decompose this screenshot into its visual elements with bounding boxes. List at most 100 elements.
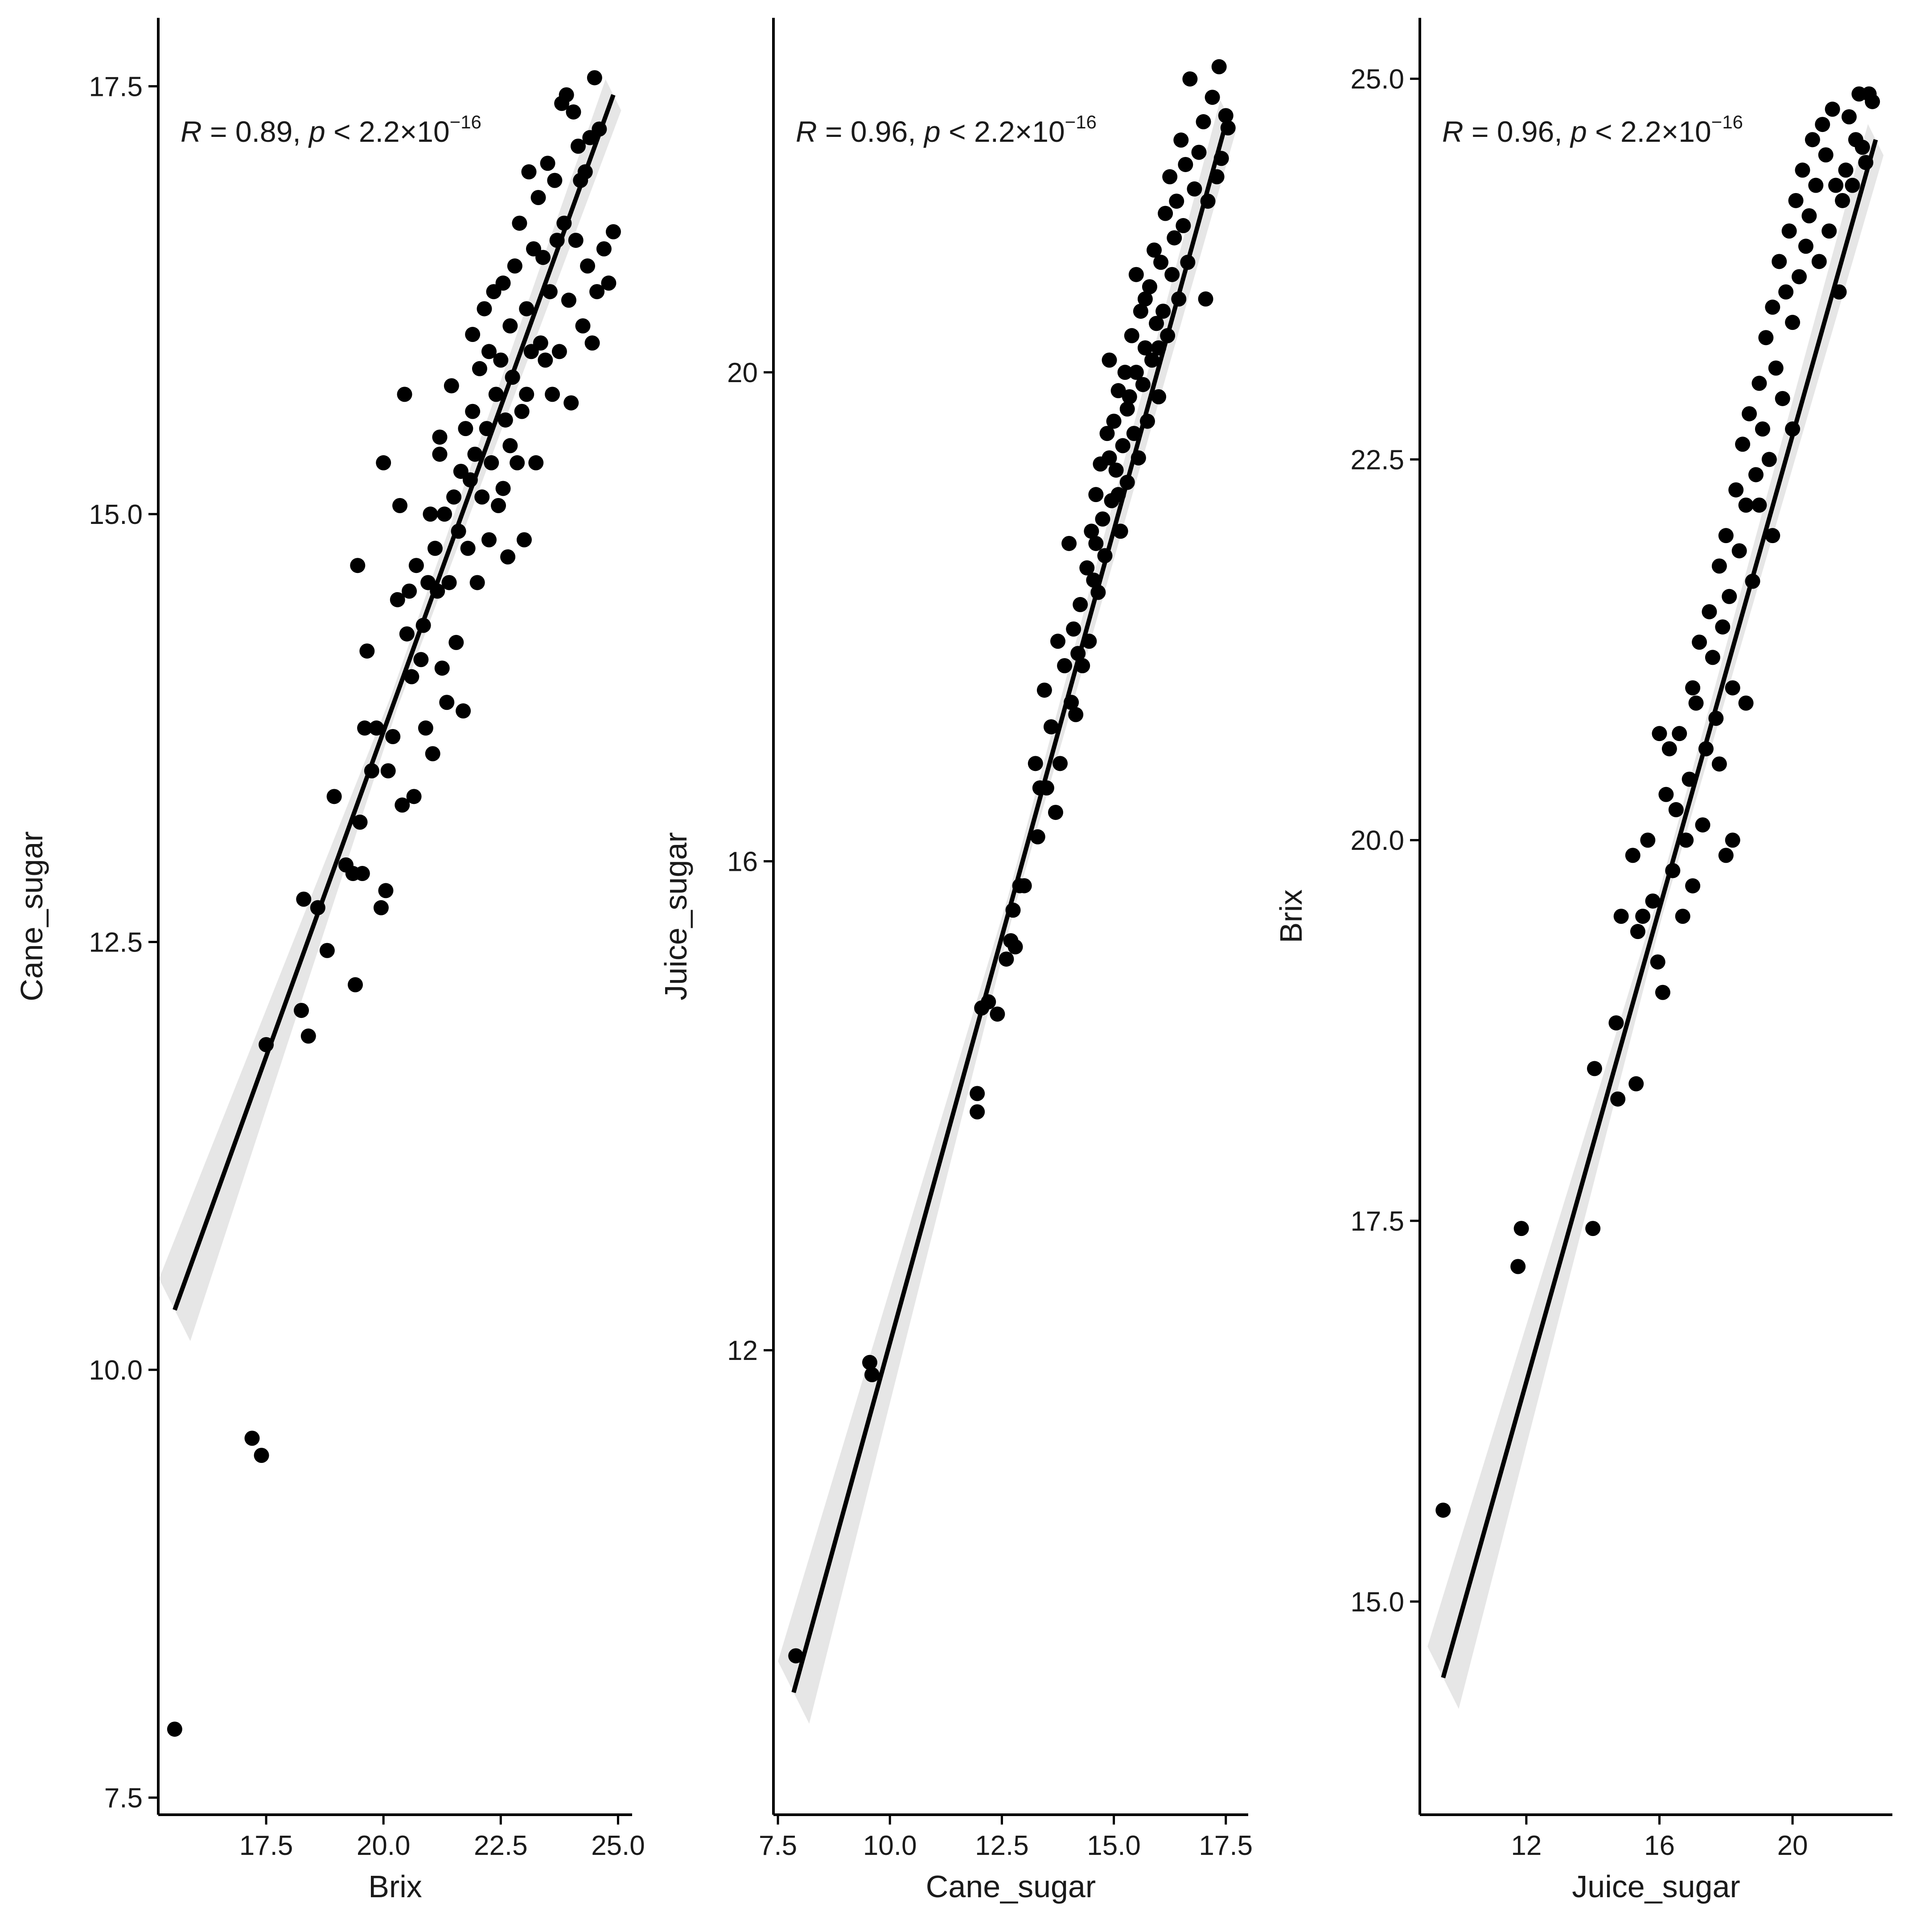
data-point (481, 344, 497, 359)
data-point (547, 173, 563, 188)
x-tick-label: 15.0 (1087, 1830, 1141, 1861)
data-point (1198, 291, 1213, 307)
data-point (472, 361, 487, 376)
data-point (502, 438, 518, 453)
data-point (439, 695, 455, 710)
correlation-annotation: R = 0.96, p < 2.2×10−16 (796, 111, 1097, 148)
data-point (1672, 726, 1687, 741)
data-point (1775, 391, 1790, 406)
data-point (589, 284, 605, 300)
y-axis-title: Juice_sugar (658, 832, 693, 1000)
data-point (1791, 269, 1807, 284)
data-point (448, 634, 464, 650)
data-point (399, 626, 415, 642)
data-point (354, 866, 370, 882)
y-axis-title: Brix (1274, 890, 1308, 943)
data-point (1668, 802, 1684, 817)
data-point (1158, 206, 1173, 221)
data-point (563, 395, 579, 411)
data-point (408, 558, 424, 573)
data-point (1650, 954, 1665, 970)
y-tick-label: 15.0 (1350, 1587, 1404, 1618)
data-point (1099, 426, 1115, 441)
data-point (538, 352, 553, 368)
data-point (1176, 218, 1191, 234)
data-point (1628, 1076, 1644, 1092)
data-point (1211, 59, 1227, 74)
data-point (1095, 511, 1110, 527)
y-tick-label: 25.0 (1350, 64, 1404, 95)
data-point (587, 70, 602, 86)
data-point (1825, 101, 1840, 117)
data-point (1124, 328, 1139, 343)
data-point (1715, 619, 1731, 635)
data-point (1153, 255, 1169, 270)
data-point (1205, 90, 1220, 105)
data-point (1191, 144, 1207, 160)
data-point (580, 258, 596, 274)
data-point (495, 481, 511, 496)
data-point (1117, 365, 1133, 380)
data-point (465, 404, 481, 419)
data-point (1805, 132, 1820, 148)
data-point (545, 387, 560, 402)
data-point (1838, 162, 1854, 178)
data-point (1122, 389, 1137, 404)
data-point (395, 797, 410, 813)
data-point (1137, 340, 1153, 356)
data-point (1613, 909, 1629, 924)
data-point (1711, 558, 1727, 574)
data-point (294, 1003, 309, 1018)
data-point (397, 387, 412, 402)
x-tick-label: 17.5 (1199, 1830, 1253, 1861)
data-point (1828, 177, 1844, 193)
data-point (1788, 193, 1804, 208)
data-point (413, 652, 429, 667)
data-point (1162, 169, 1178, 185)
data-point (1030, 829, 1045, 844)
data-point (427, 540, 443, 556)
data-point (1778, 284, 1794, 300)
data-point (1036, 682, 1052, 698)
data-point (1102, 450, 1117, 465)
y-tick-label: 17.5 (1350, 1206, 1404, 1237)
data-point (1115, 438, 1131, 453)
data-point (495, 275, 511, 291)
data-point (1811, 254, 1827, 269)
data-point (1692, 634, 1707, 650)
data-point (970, 1104, 985, 1120)
correlation-annotation: R = 0.89, p < 2.2×10−16 (181, 111, 481, 148)
data-point (1678, 832, 1694, 848)
data-point (352, 814, 368, 830)
data-point (530, 190, 546, 205)
data-point (392, 498, 408, 513)
data-point (605, 224, 621, 239)
data-point (319, 943, 335, 958)
data-point (1155, 303, 1171, 319)
data-point (488, 387, 504, 402)
data-point (1795, 162, 1810, 178)
data-point (484, 455, 499, 470)
data-point (1801, 208, 1817, 223)
data-point (378, 883, 394, 898)
data-point (469, 575, 485, 590)
data-point (575, 318, 591, 334)
data-point (1164, 267, 1180, 282)
data-point (1702, 604, 1717, 619)
data-point (1196, 114, 1211, 130)
data-point (434, 660, 450, 676)
data-point (551, 344, 567, 359)
data-point (418, 720, 433, 736)
data-point (402, 583, 417, 599)
data-point (1725, 680, 1740, 696)
data-point (1835, 193, 1850, 208)
data-point (1718, 528, 1734, 544)
data-point (1711, 756, 1727, 772)
y-tick-label: 22.5 (1350, 445, 1404, 475)
data-point (1735, 437, 1751, 452)
data-point (441, 575, 457, 590)
data-point (1050, 634, 1065, 649)
regression-line (791, 115, 1230, 1693)
x-tick-label: 12 (1511, 1830, 1542, 1861)
